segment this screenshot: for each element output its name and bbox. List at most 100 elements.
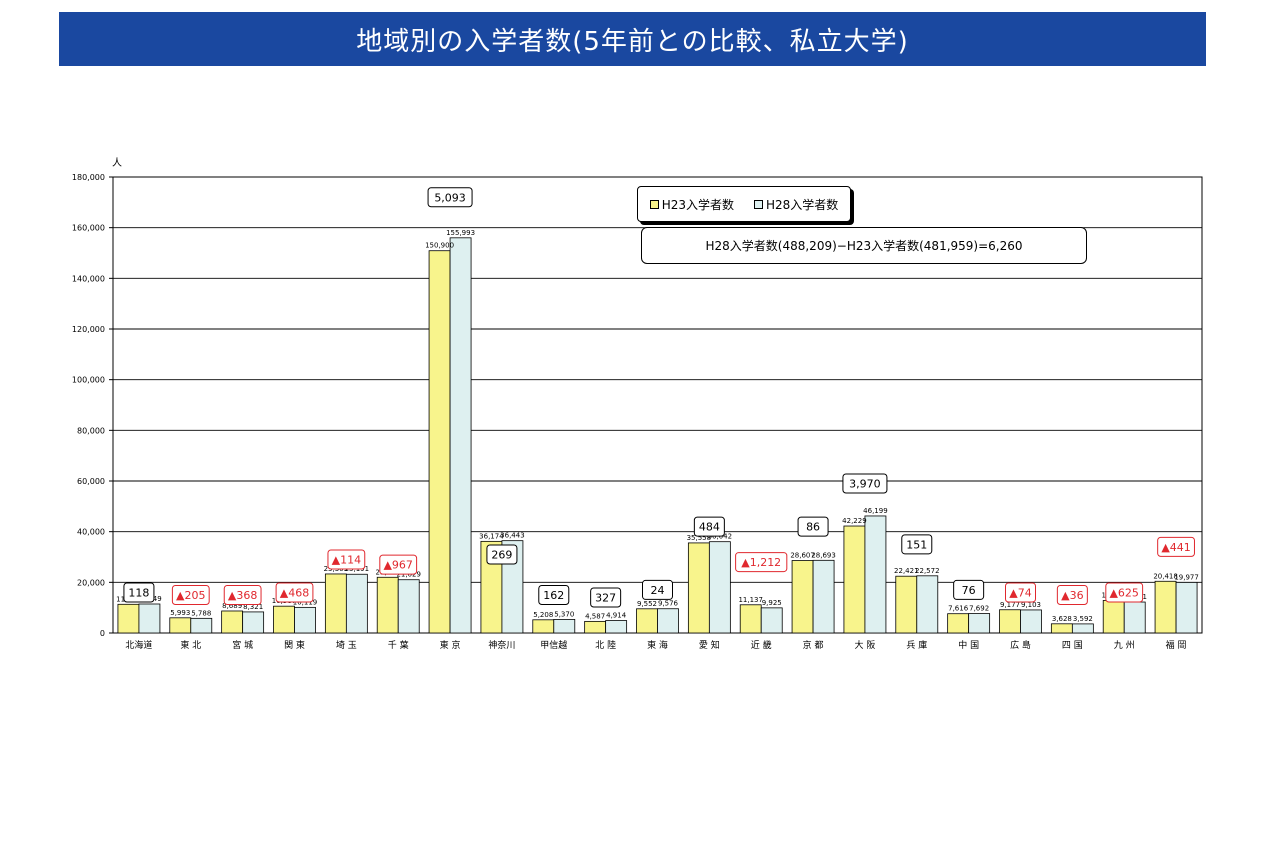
- legend-label-h23: H23入学者数: [661, 197, 734, 212]
- data-label-h28: 5,370: [554, 610, 574, 618]
- difference-label: ▲967: [383, 559, 412, 572]
- bar-h23: [117, 603, 140, 634]
- y-tick-label: 180,000: [72, 173, 105, 182]
- data-label-h23: 7,616: [948, 605, 969, 613]
- legend-swatch-h23: [649, 199, 659, 209]
- data-label-h28: 9,103: [1021, 601, 1041, 609]
- bar-h23: [169, 617, 192, 634]
- bar-h28: [242, 611, 265, 634]
- page-title: 地域別の入学者数(5年前との比較、私立大学): [59, 12, 1206, 66]
- x-tick-label: 北海道: [125, 639, 152, 651]
- difference-label: ▲368: [228, 589, 257, 602]
- bar-h28: [294, 606, 316, 634]
- difference-box: [1005, 582, 1036, 603]
- bar-h23: [843, 525, 866, 634]
- difference-label: ▲205: [176, 589, 205, 602]
- bar-h28: [657, 608, 679, 634]
- difference-label: ▲1,212: [741, 556, 781, 569]
- data-label-h28: 36,443: [500, 532, 525, 540]
- data-label-h23: 150,900: [425, 242, 454, 250]
- x-tick-label: 北 陸: [595, 639, 616, 651]
- bar-h23: [687, 542, 710, 634]
- y-tick-label: 0: [100, 629, 105, 638]
- difference-box: [901, 534, 933, 555]
- y-tick-label: 80,000: [77, 426, 105, 435]
- legend-swatch-h28: [754, 199, 763, 209]
- difference-box: [797, 516, 829, 537]
- difference-box: [842, 473, 888, 494]
- bar-h23: [221, 610, 244, 634]
- y-axis-unit: 人: [112, 157, 122, 169]
- difference-box: [379, 554, 418, 575]
- difference-label: ▲468: [280, 586, 309, 599]
- legend-label-h28: H28入学者数: [766, 197, 839, 212]
- bar-h28: [553, 618, 576, 634]
- bar-h23: [895, 575, 918, 634]
- data-label-h28: 7,692: [969, 605, 989, 613]
- bar-h23: [1154, 580, 1177, 634]
- x-tick-label: 東 北: [180, 639, 201, 651]
- x-tick-label: 福 岡: [1166, 639, 1187, 651]
- data-label-h28: 3,592: [1073, 615, 1093, 623]
- data-label-h23: 36,174: [479, 532, 504, 540]
- difference-box: [486, 544, 518, 565]
- y-tick-label: 100,000: [72, 376, 105, 385]
- x-tick-label: 宮 城: [232, 639, 253, 651]
- difference-box: [123, 582, 155, 603]
- difference-box: [953, 579, 985, 600]
- chart-legend: H23入学者数 H28入学者数: [637, 186, 851, 222]
- data-label-h28: 46,199: [863, 507, 888, 515]
- difference-box: [642, 579, 673, 600]
- x-tick-label: 東 海: [647, 639, 668, 651]
- difference-box: [427, 187, 473, 208]
- y-tick-label: 160,000: [72, 224, 105, 233]
- bar-h23: [999, 609, 1021, 634]
- difference-label: 3,970: [849, 478, 881, 491]
- bar-h28: [1175, 581, 1198, 634]
- data-label-h23: 35,558: [687, 534, 712, 542]
- difference-label: 24: [651, 584, 665, 597]
- legend-item-h28: H28入学者数: [754, 196, 838, 213]
- y-tick-label: 60,000: [77, 477, 105, 486]
- data-label-h23: 4,587: [585, 612, 605, 620]
- data-label-h23: 8,689: [222, 602, 242, 610]
- x-tick-label: 大 阪: [854, 639, 875, 651]
- y-tick-label: 20,000: [77, 578, 105, 587]
- data-label-h28: 8,321: [243, 603, 263, 611]
- y-tick-label: 140,000: [72, 274, 105, 283]
- bar-h28: [138, 603, 161, 634]
- difference-label: 151: [906, 538, 927, 551]
- data-label-h23: 5,993: [170, 609, 190, 617]
- difference-box: [171, 585, 210, 605]
- data-label-h28: 155,993: [446, 229, 475, 237]
- difference-label: ▲114: [332, 554, 361, 567]
- data-label-h23: 42,229: [842, 517, 867, 525]
- bar-h28: [605, 620, 628, 634]
- x-tick-label: 神奈川: [488, 639, 515, 651]
- difference-box: [538, 585, 570, 605]
- difference-label: ▲36: [1061, 589, 1083, 602]
- x-tick-label: 中 国: [958, 639, 979, 651]
- difference-box: [735, 552, 788, 573]
- difference-label: 76: [962, 584, 976, 597]
- data-label-h23: 5,208: [533, 611, 553, 619]
- total-difference-note: H28入学者数(488,209)−H23入学者数(481,959)=6,260: [641, 227, 1087, 264]
- difference-box: [1056, 585, 1088, 605]
- difference-label: 86: [806, 521, 820, 534]
- data-label-h28: 4,914: [606, 612, 627, 620]
- difference-label: ▲441: [1161, 541, 1190, 554]
- bar-h28: [708, 541, 731, 634]
- data-label-h28: 28,693: [811, 551, 836, 559]
- x-tick-label: 九 州: [1114, 640, 1135, 651]
- difference-label: 162: [543, 589, 564, 602]
- data-label-h28: 21,029: [396, 571, 421, 579]
- difference-label: ▲625: [1109, 586, 1138, 599]
- data-label-h23: 20,418: [1153, 572, 1178, 580]
- data-label-h23: 3,628: [1052, 615, 1072, 623]
- x-tick-label: 千 葉: [388, 639, 409, 651]
- bar-h23: [584, 620, 607, 634]
- difference-label: 484: [699, 521, 720, 534]
- bar-h23: [1050, 623, 1073, 634]
- bar-h23: [532, 619, 555, 634]
